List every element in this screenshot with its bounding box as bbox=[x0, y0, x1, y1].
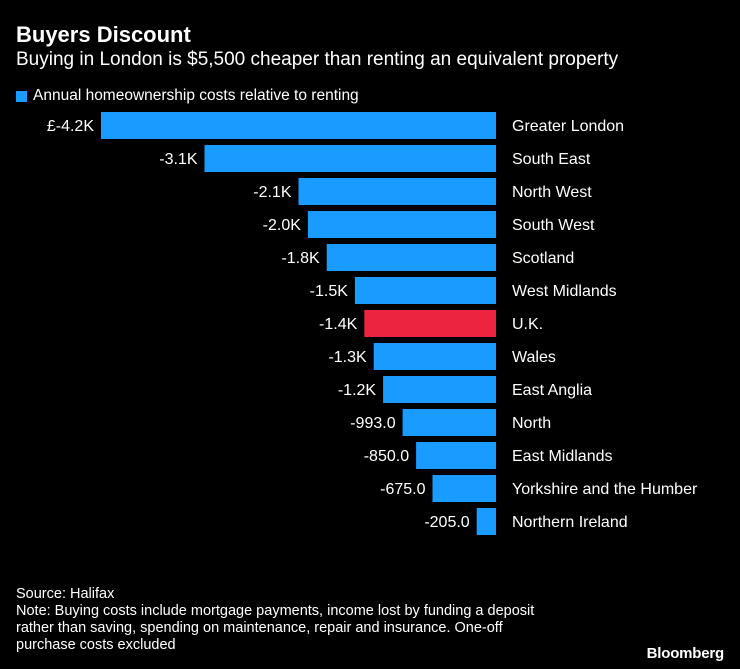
value-label: -993.0 bbox=[350, 415, 395, 432]
chart-subtitle: Buying in London is $5,500 cheaper than … bbox=[16, 49, 619, 70]
category-label: Greater London bbox=[512, 118, 624, 135]
bloomberg-logo: Bloomberg bbox=[646, 645, 725, 662]
note-line: rather than saving, spending on maintena… bbox=[16, 620, 503, 636]
value-label: £-4.2K bbox=[47, 118, 94, 135]
value-label: -205.0 bbox=[424, 514, 469, 531]
value-label: -1.4K bbox=[319, 316, 358, 333]
footer: Source: Halifax Note: Buying costs inclu… bbox=[16, 586, 534, 654]
bar-greater-london bbox=[101, 112, 496, 139]
category-label: North West bbox=[512, 184, 592, 201]
value-label: -1.3K bbox=[328, 349, 367, 366]
bar-east-midlands bbox=[416, 442, 496, 469]
source-text: Source: Halifax bbox=[16, 586, 115, 602]
category-label: Yorkshire and the Humber bbox=[512, 481, 698, 498]
bar-yorkshire-and-the-humber bbox=[432, 475, 496, 502]
bar-south-east bbox=[204, 145, 496, 172]
category-label: South East bbox=[512, 151, 591, 168]
category-label: U.K. bbox=[512, 316, 543, 333]
bar-scotland bbox=[326, 244, 496, 271]
legend-label: Annual homeownership costs relative to r… bbox=[33, 87, 359, 104]
category-label: North bbox=[512, 415, 551, 432]
bar-u-k bbox=[364, 310, 496, 337]
value-label: -1.2K bbox=[338, 382, 377, 399]
note-line: purchase costs excluded bbox=[16, 637, 176, 653]
category-label: East Midlands bbox=[512, 448, 613, 465]
value-label: -1.8K bbox=[281, 250, 320, 267]
bar-northern-ireland bbox=[476, 508, 496, 535]
bar-chart: £-4.2K Greater London -3.1K South East -2.1K… bbox=[47, 112, 698, 535]
category-label: South West bbox=[512, 217, 595, 234]
bar-north bbox=[402, 409, 496, 436]
value-label: -2.0K bbox=[263, 217, 302, 234]
bar-north-west bbox=[298, 178, 496, 205]
category-label: East Anglia bbox=[512, 382, 592, 399]
chart-title: Buyers Discount bbox=[16, 22, 191, 47]
value-label: -3.1K bbox=[159, 151, 198, 168]
category-label: Northern Ireland bbox=[512, 514, 628, 531]
bar-wales bbox=[373, 343, 496, 370]
legend: Annual homeownership costs relative to r… bbox=[16, 86, 359, 106]
category-label: Wales bbox=[512, 349, 556, 366]
bar-south-west bbox=[307, 211, 496, 238]
legend-swatch bbox=[16, 90, 27, 102]
bar-east-anglia bbox=[383, 376, 496, 403]
note-line: Note: Buying costs include mortgage paym… bbox=[16, 603, 535, 619]
value-label: -1.5K bbox=[310, 283, 349, 300]
bar-west-midlands bbox=[354, 277, 496, 304]
value-label: -2.1K bbox=[253, 184, 292, 201]
category-label: West Midlands bbox=[512, 283, 617, 300]
category-label: Scotland bbox=[512, 250, 574, 267]
value-label: -675.0 bbox=[380, 481, 425, 498]
value-label: -850.0 bbox=[364, 448, 409, 465]
